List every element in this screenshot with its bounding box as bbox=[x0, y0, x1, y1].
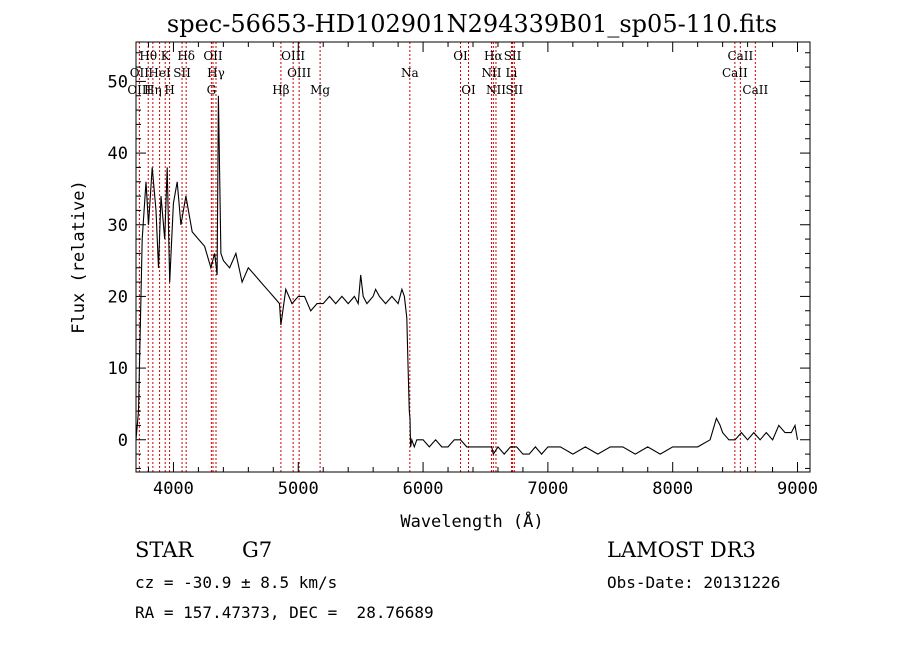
redshift-velocity: cz = -30.9 ± 8.5 km/s bbox=[135, 573, 338, 592]
y-tick-label: 20 bbox=[108, 287, 128, 307]
object-class: STAR bbox=[135, 538, 194, 562]
spectral-line-label: Hδ bbox=[177, 49, 195, 63]
spectral-line-label: Hγ bbox=[207, 66, 225, 80]
spectral-line-label: K bbox=[161, 49, 171, 63]
y-tick-label: 30 bbox=[108, 216, 128, 236]
y-axis-label: Flux (relative) bbox=[69, 180, 89, 334]
chart-title: spec-56653-HD102901N294339B01_sp05-110.f… bbox=[167, 10, 777, 38]
y-axis: 0 10 20 30 40 50 bbox=[108, 52, 810, 469]
spectral-line-label: CaII bbox=[727, 49, 753, 63]
x-tick-label: 5000 bbox=[278, 479, 319, 499]
spectral-line-label: OIII bbox=[281, 49, 305, 63]
spectral-line-label: OIII bbox=[287, 66, 311, 80]
spectral-line-label: H bbox=[164, 83, 174, 97]
spectral-line-label: Hη bbox=[144, 83, 162, 97]
observation-date: Obs-Date: 20131226 bbox=[607, 573, 781, 592]
y-tick-label: 50 bbox=[108, 72, 128, 92]
spectral-line-label: CaII bbox=[742, 83, 768, 97]
spectral-line-label: Hθ bbox=[139, 49, 157, 63]
spectral-line-label: Na bbox=[401, 66, 419, 80]
survey-name: LAMOST DR3 bbox=[607, 538, 756, 562]
spectral-line-label: SII bbox=[505, 83, 523, 97]
spectral-line-label: G bbox=[207, 83, 217, 97]
spectral-line-label: NII bbox=[481, 66, 501, 80]
spectral-line-label: Li bbox=[506, 66, 518, 80]
x-axis-label: Wavelength (Å) bbox=[400, 510, 543, 532]
spectral-line-label: Mg bbox=[310, 83, 330, 97]
y-tick-label: 0 bbox=[118, 431, 128, 451]
spectral-line-label: OI bbox=[461, 83, 476, 97]
y-tick-label: 40 bbox=[108, 144, 128, 164]
x-tick-label: 7000 bbox=[527, 479, 568, 499]
x-tick-label: 4000 bbox=[153, 479, 194, 499]
x-tick-label: 6000 bbox=[403, 479, 444, 499]
spectral-line-labels: Hθ OII OIII K HeI Hη Hδ SII H OII Hγ G OIII OIII Hβ Mg N… bbox=[127, 49, 768, 97]
spectral-line-label: OI bbox=[453, 49, 468, 63]
spectral-line-label: OII bbox=[203, 49, 223, 63]
spectral-line-label: SII bbox=[173, 66, 191, 80]
spectral-line-label: OIII bbox=[127, 83, 151, 97]
y-tick-label: 10 bbox=[108, 359, 128, 379]
spectral-line-markers bbox=[138, 42, 756, 472]
x-tick-label: 9000 bbox=[777, 479, 818, 499]
spectral-line-label: NII bbox=[486, 83, 506, 97]
spectral-line-label: SII bbox=[504, 49, 522, 63]
x-tick-label: 8000 bbox=[652, 479, 693, 499]
object-subclass: G7 bbox=[242, 538, 273, 562]
spectral-line-label: OII bbox=[130, 66, 150, 80]
spectral-line-label: Hα bbox=[484, 49, 503, 63]
spectrum-series-line bbox=[135, 95, 799, 456]
spectral-line-label: Hβ bbox=[272, 83, 289, 97]
x-axis: 4000 5000 6000 7000 8000 9000 bbox=[147, 42, 818, 499]
spectral-line-label: CaII bbox=[722, 66, 748, 80]
coordinates: RA = 157.47373, DEC = 28.76689 bbox=[135, 603, 434, 622]
spectral-line-label: HeI bbox=[148, 66, 171, 80]
